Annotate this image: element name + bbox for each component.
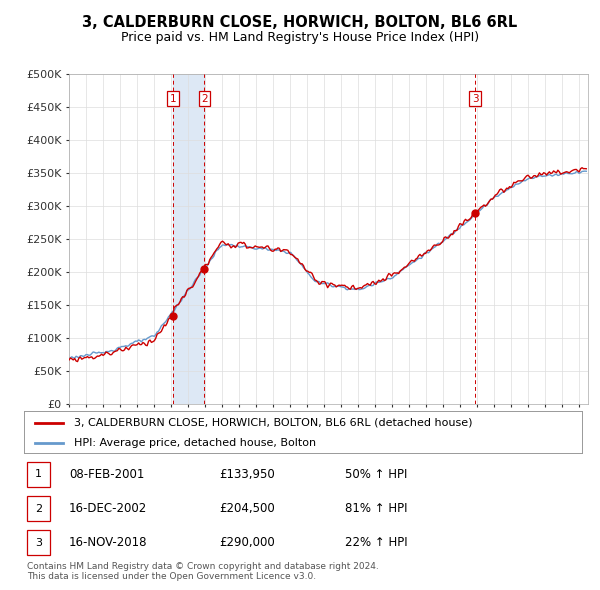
- Text: 2: 2: [201, 94, 208, 103]
- Text: 2: 2: [35, 504, 42, 513]
- Text: 08-FEB-2001: 08-FEB-2001: [69, 468, 145, 481]
- Text: Contains HM Land Registry data © Crown copyright and database right 2024.
This d: Contains HM Land Registry data © Crown c…: [27, 562, 379, 581]
- Text: £133,950: £133,950: [219, 468, 275, 481]
- Text: 1: 1: [35, 470, 42, 479]
- Text: 16-NOV-2018: 16-NOV-2018: [69, 536, 148, 549]
- Text: £290,000: £290,000: [219, 536, 275, 549]
- Text: 3: 3: [35, 538, 42, 548]
- Text: £204,500: £204,500: [219, 502, 275, 515]
- Text: 81% ↑ HPI: 81% ↑ HPI: [345, 502, 407, 515]
- Text: 3: 3: [472, 94, 479, 103]
- Text: 22% ↑ HPI: 22% ↑ HPI: [345, 536, 407, 549]
- Text: 50% ↑ HPI: 50% ↑ HPI: [345, 468, 407, 481]
- Text: 16-DEC-2002: 16-DEC-2002: [69, 502, 147, 515]
- Text: 1: 1: [169, 94, 176, 103]
- Text: 3, CALDERBURN CLOSE, HORWICH, BOLTON, BL6 6RL (detached house): 3, CALDERBURN CLOSE, HORWICH, BOLTON, BL…: [74, 418, 473, 428]
- Text: HPI: Average price, detached house, Bolton: HPI: Average price, detached house, Bolt…: [74, 438, 316, 447]
- Text: 3, CALDERBURN CLOSE, HORWICH, BOLTON, BL6 6RL: 3, CALDERBURN CLOSE, HORWICH, BOLTON, BL…: [82, 15, 518, 30]
- Bar: [173, 74, 205, 404]
- Text: Price paid vs. HM Land Registry's House Price Index (HPI): Price paid vs. HM Land Registry's House …: [121, 31, 479, 44]
